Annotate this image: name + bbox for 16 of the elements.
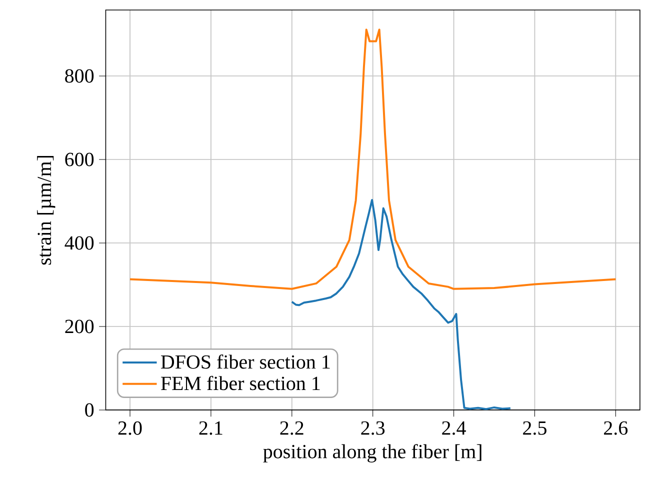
y-tick-label: 200 — [65, 320, 94, 334]
x-tick-label: 2.2 — [280, 421, 304, 435]
x-tick-label: 2.5 — [523, 421, 546, 435]
y-tick-label: 0 — [85, 403, 94, 417]
legend-label: DFOS fiber section 1 — [160, 354, 330, 369]
x-tick-label: 2.6 — [604, 421, 628, 435]
x-tick-label: 2.0 — [118, 421, 142, 435]
x-tick-label: 2.1 — [199, 421, 222, 435]
y-tick-label: 600 — [65, 152, 94, 166]
legend-label: FEM fiber section 1 — [160, 376, 320, 390]
x-axis-title: position along the fiber [m] — [263, 444, 482, 462]
x-tick-label: 2.4 — [442, 421, 466, 435]
y-axis-title: strain [µm/m] — [37, 156, 56, 265]
y-tick-label: 800 — [65, 69, 94, 83]
y-tick-label: 400 — [64, 236, 94, 250]
x-tick-label: 2.3 — [361, 421, 385, 435]
